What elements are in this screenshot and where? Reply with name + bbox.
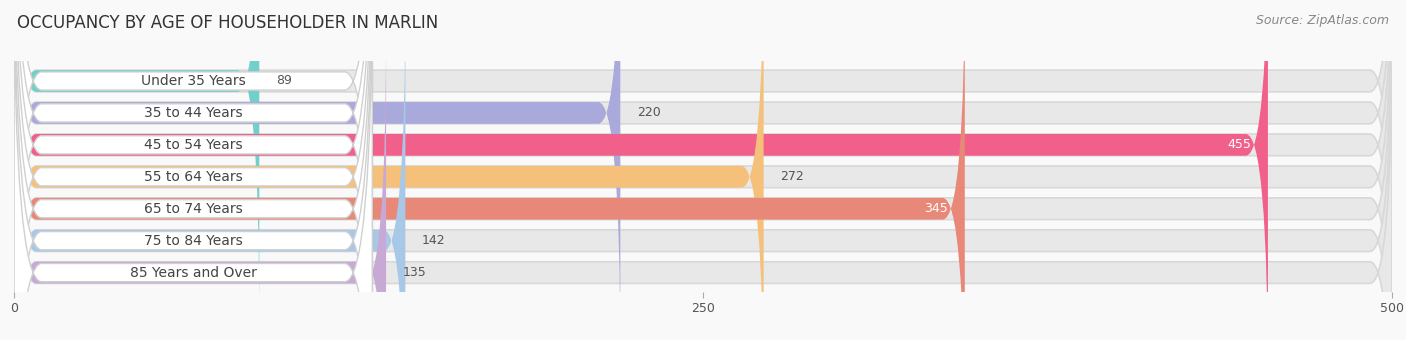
FancyBboxPatch shape [14, 0, 373, 340]
Text: OCCUPANCY BY AGE OF HOUSEHOLDER IN MARLIN: OCCUPANCY BY AGE OF HOUSEHOLDER IN MARLI… [17, 14, 439, 32]
Text: 345: 345 [925, 202, 948, 215]
Text: 75 to 84 Years: 75 to 84 Years [143, 234, 243, 248]
FancyBboxPatch shape [14, 0, 1392, 340]
Text: 65 to 74 Years: 65 to 74 Years [143, 202, 243, 216]
Text: 85 Years and Over: 85 Years and Over [129, 266, 257, 279]
Text: 455: 455 [1227, 138, 1251, 151]
FancyBboxPatch shape [14, 0, 373, 340]
FancyBboxPatch shape [14, 0, 259, 326]
Text: Source: ZipAtlas.com: Source: ZipAtlas.com [1256, 14, 1389, 27]
FancyBboxPatch shape [14, 0, 1392, 326]
FancyBboxPatch shape [14, 0, 1268, 340]
FancyBboxPatch shape [14, 0, 1392, 340]
Text: 135: 135 [402, 266, 426, 279]
FancyBboxPatch shape [14, 0, 1392, 340]
Text: 142: 142 [422, 234, 446, 247]
FancyBboxPatch shape [14, 0, 620, 340]
FancyBboxPatch shape [14, 0, 405, 340]
FancyBboxPatch shape [14, 0, 373, 340]
FancyBboxPatch shape [14, 0, 373, 340]
Text: 55 to 64 Years: 55 to 64 Years [143, 170, 243, 184]
Text: 35 to 44 Years: 35 to 44 Years [143, 106, 242, 120]
FancyBboxPatch shape [14, 0, 763, 340]
Text: 89: 89 [276, 74, 291, 87]
FancyBboxPatch shape [14, 0, 373, 340]
FancyBboxPatch shape [14, 0, 1392, 340]
FancyBboxPatch shape [14, 0, 1392, 340]
FancyBboxPatch shape [14, 28, 1392, 340]
Text: 272: 272 [780, 170, 804, 183]
FancyBboxPatch shape [14, 0, 965, 340]
FancyBboxPatch shape [14, 0, 373, 340]
FancyBboxPatch shape [14, 0, 373, 340]
Text: 45 to 54 Years: 45 to 54 Years [143, 138, 242, 152]
FancyBboxPatch shape [14, 28, 387, 340]
Text: Under 35 Years: Under 35 Years [141, 74, 246, 88]
Text: 220: 220 [637, 106, 661, 119]
